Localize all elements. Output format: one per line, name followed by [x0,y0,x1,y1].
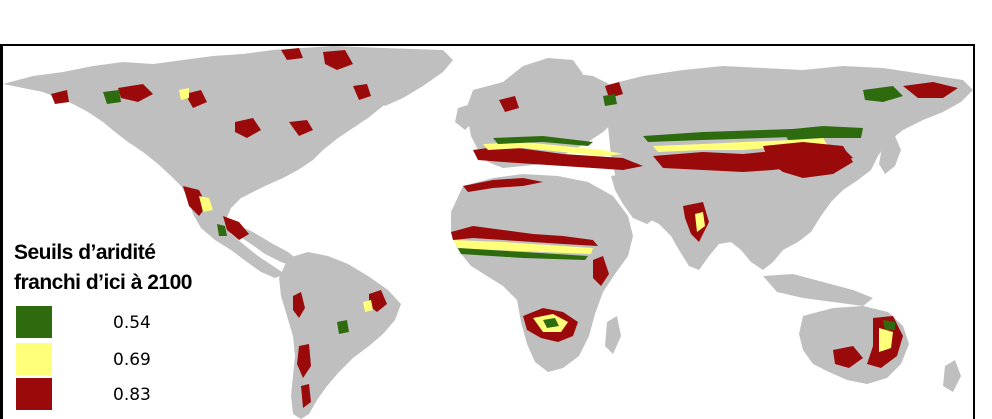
legend-value: 0.54 [113,313,151,333]
madagascar [605,316,621,354]
world-aridity-map [3,46,973,419]
africa [451,174,633,372]
legend-value: 0.69 [113,350,151,370]
southeast-asia-islands [763,274,873,306]
legend-swatch-yellow [16,343,52,375]
legend-title-line1: Seuils d’aridité [14,241,156,264]
legend: Seuils d’aridité franchi d’ici à 2100 [14,238,244,298]
legend-item-083: 0.83 [16,378,216,410]
legend-item-054: 0.54 [16,306,216,338]
legend-item-069: 0.69 [16,343,216,375]
south-america [279,252,401,419]
aridity-patches [51,48,958,408]
canadian-islands [203,54,268,76]
japan [879,136,901,174]
legend-swatch-red [16,378,52,410]
scandinavia [503,58,583,98]
arabian-peninsula [611,172,665,224]
north-america [3,48,403,278]
map-frame [0,44,975,419]
greenland [273,46,453,106]
new-zealand [943,360,961,392]
legend-swatch-green [16,306,52,338]
legend-value: 0.83 [113,385,151,405]
legend-title-line2: franchi d’ici à 2100 [14,271,192,294]
british-isles [455,104,475,130]
